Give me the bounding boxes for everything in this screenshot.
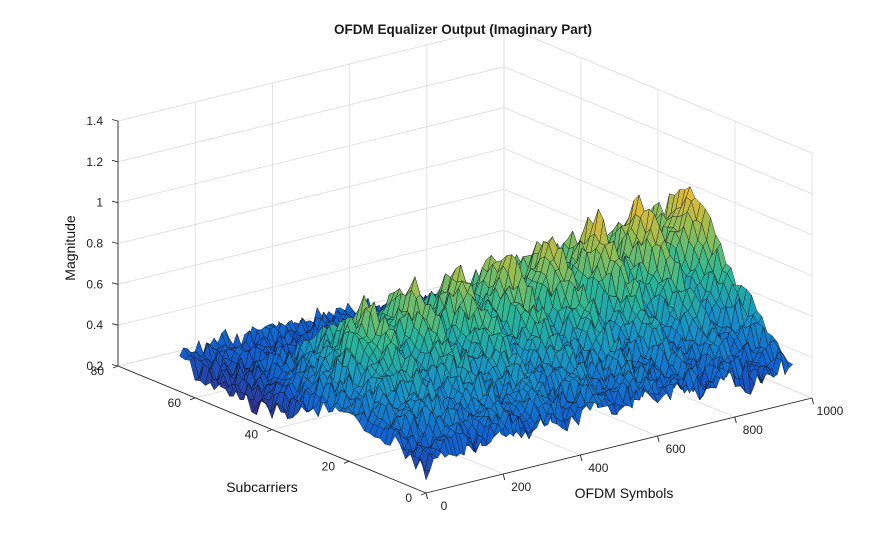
axis-labels: OFDM Equalizer Output (Imaginary Part) O… [62,22,673,501]
y-tick-label: 40 [245,428,259,442]
surface-mesh [179,186,794,481]
z-tick-label: 1.2 [86,155,103,169]
back-wall-grid-line-z [117,188,505,285]
z-tick-label: 0.8 [86,237,103,251]
z-tick-label: 0.4 [86,318,103,332]
x-tick-mark [811,397,814,405]
x-tick-label: 400 [588,461,608,475]
back-wall-grid-line-z [117,148,505,244]
z-tick-mark [111,282,119,285]
y-tick-mark [420,492,427,496]
y-tick-label: 0 [405,491,412,505]
x-tick-mark [579,454,583,462]
back-wall-grid-line-z [117,229,505,326]
back-wall-grid-line-z [117,107,505,204]
y-tick-label: 60 [168,396,182,410]
x-axis-line [425,397,813,494]
z-tick-mark [111,241,119,244]
back-wall-grid-line-z [117,25,505,122]
side-wall-grid-line-z [503,66,813,195]
x-axis-label: OFDM Symbols [575,485,674,501]
z-tick-mark [111,119,119,122]
side-wall-grid-line-z [503,25,813,154]
z-axis-label: Magnitude [62,215,78,281]
y-axis-label: Subcarriers [226,479,298,495]
y-tick-label: 80 [91,364,105,378]
y-tick-mark [189,397,196,401]
z-tick-mark [111,200,119,204]
x-tick-mark [425,492,428,500]
surface-facet [420,458,431,481]
x-tick-mark [657,435,660,443]
x-tick-mark [734,416,737,424]
axes: 0 200 400 600 800 1000 0 20 40 60 800.2 0.4 0.6 0.8 1 1… [86,114,843,513]
z-tick-mark [111,159,119,163]
x-tick-label: 600 [666,442,686,456]
x-tick-label: 1000 [817,404,844,418]
z-tick-mark [111,323,119,326]
z-tick-label: 1.4 [86,114,103,128]
x-tick-label: 800 [743,423,763,437]
z-tick-mark [111,364,119,367]
x-tick-label: 0 [441,499,448,513]
side-wall-grid-line-z [503,107,813,236]
y-tick-mark [112,365,119,369]
y-tick-mark [343,460,350,464]
z-tick-label: 0.2 [86,359,103,373]
x-tick-label: 200 [511,480,531,494]
back-wall-grid-line-z [117,66,505,163]
z-tick-label: 0.6 [86,277,103,291]
x-tick-mark [502,473,506,481]
y-tick-label: 20 [322,459,336,473]
chart-title: OFDM Equalizer Output (Imaginary Part) [334,22,592,37]
y-tick-mark [266,429,273,432]
z-tick-label: 1 [96,196,103,210]
